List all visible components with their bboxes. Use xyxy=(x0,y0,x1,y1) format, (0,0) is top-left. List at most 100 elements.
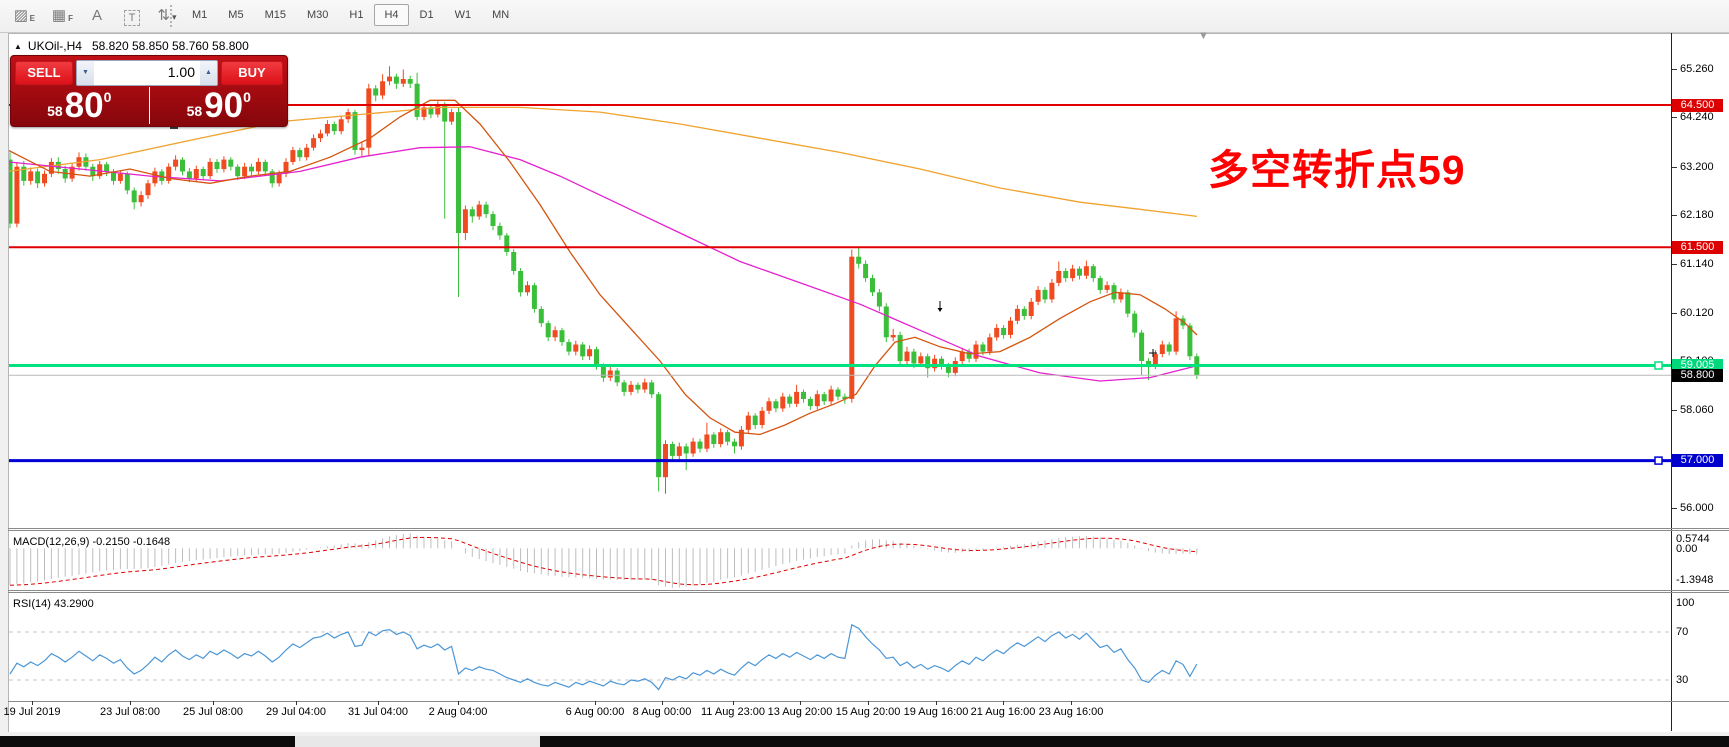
time-tick-mark xyxy=(595,701,596,705)
time-axis-label: 2 Aug 04:00 xyxy=(428,706,488,718)
chart-annotation-text[interactable]: 多空转折点59 xyxy=(1208,147,1466,193)
dropdown-caret-icon[interactable]: ▾ xyxy=(172,11,177,22)
chart-pattern-expert-icon-glyph: ▨ xyxy=(13,7,29,24)
timeframe-button-m15[interactable]: M15 xyxy=(255,4,296,26)
rsi-axis-label: 100 xyxy=(1676,597,1695,609)
sell-price-display[interactable]: 58 80 0 xyxy=(11,87,148,124)
price-badge-58.800: 58.800 xyxy=(1672,369,1723,382)
panel-separator[interactable] xyxy=(8,528,1729,529)
price-tick-label: 65.260 xyxy=(1680,63,1714,75)
timeframe-button-w1[interactable]: W1 xyxy=(445,4,482,26)
arrows-tool-icon-glyph: ⇅ xyxy=(157,6,171,24)
ma-fast-chocolate[interactable] xyxy=(9,99,1198,436)
time-tick-mark xyxy=(296,701,297,705)
time-axis-label: 23 Aug 16:00 xyxy=(1038,706,1104,718)
buy-price-pip: 0 xyxy=(243,89,251,105)
price-tick-mark xyxy=(1672,508,1677,509)
time-axis-label: 31 Jul 04:00 xyxy=(348,706,408,718)
volume-decrease-button[interactable]: ▼ xyxy=(77,60,94,85)
price-tick-mark xyxy=(1672,264,1677,265)
price-tick-mark xyxy=(1672,69,1677,70)
rsi-chart-canvas[interactable] xyxy=(9,594,1671,700)
time-axis-label: 23 Jul 08:00 xyxy=(100,706,160,718)
timeframe-button-m30[interactable]: M30 xyxy=(297,4,338,26)
time-tick-mark xyxy=(458,701,459,705)
time-tick-mark xyxy=(213,701,214,705)
trade-controls-row: SELL ▼ 1.00 ▲ BUY xyxy=(11,56,287,86)
price-tick-mark xyxy=(1672,313,1677,314)
chart-pattern-expert-icon[interactable]: ▨ E xyxy=(10,5,35,27)
grid-fibo-icon[interactable]: ▦ F xyxy=(48,5,73,27)
volume-input[interactable]: 1.00 xyxy=(94,60,200,85)
panel-separator[interactable] xyxy=(8,590,1729,591)
sell-price-pip: 0 xyxy=(103,89,112,105)
bottom-bar xyxy=(0,736,1729,747)
price-tick-label: 63.200 xyxy=(1680,161,1714,173)
timeframe-button-m1[interactable]: M1 xyxy=(182,4,217,26)
ma-mid-magenta[interactable] xyxy=(9,146,1198,382)
grid-fibo-icon-glyph: ▦ xyxy=(51,7,67,24)
ma-slow-orange[interactable] xyxy=(9,106,1198,218)
time-tick-mark xyxy=(733,701,734,705)
time-axis-label: 19 Aug 16:00 xyxy=(903,706,969,718)
timeframe-button-d1[interactable]: D1 xyxy=(410,4,444,26)
sell-button[interactable]: SELL xyxy=(15,60,73,85)
text-box-icon[interactable]: T xyxy=(124,9,140,26)
chart-shift-marker-icon[interactable]: ▼ xyxy=(1198,30,1209,42)
trade-prices-row: 58 80 0 58 90 0 xyxy=(11,87,287,124)
text-label-icon[interactable]: A xyxy=(86,5,108,27)
price-divider xyxy=(148,87,150,124)
time-axis-label: 13 Aug 20:00 xyxy=(767,706,833,718)
bottom-bar-segment xyxy=(295,736,540,747)
macd-signal-line xyxy=(9,536,1197,586)
time-tick-mark xyxy=(662,701,663,705)
price-tick-mark xyxy=(1672,117,1677,118)
timeframe-button-m5[interactable]: M5 xyxy=(218,4,253,26)
timeframe-button-mn[interactable]: MN xyxy=(482,4,519,26)
panel-separator[interactable] xyxy=(8,592,1729,593)
grid-fibo-icon-letter: F xyxy=(68,14,73,23)
buy-button[interactable]: BUY xyxy=(221,60,283,85)
time-tick-mark xyxy=(130,701,131,705)
price-tick-label: 60.120 xyxy=(1680,307,1714,319)
chart-pattern-expert-icon-letter: E xyxy=(29,14,35,23)
macd-histogram-layer xyxy=(9,533,1198,588)
time-axis-label: 15 Aug 20:00 xyxy=(835,706,901,718)
panel-separator[interactable] xyxy=(8,530,1729,531)
sell-price-main: 80 xyxy=(64,86,104,126)
sell-price-base: 58 xyxy=(47,103,63,119)
timeframe-button-h1[interactable]: H1 xyxy=(339,4,373,26)
text-box-icon-glyph: T xyxy=(128,11,136,24)
price-badge-64.500: 64.500 xyxy=(1672,99,1723,112)
timeframe-button-h4[interactable]: H4 xyxy=(374,4,409,26)
volume-increase-button[interactable]: ▲ xyxy=(200,60,217,85)
price-badge-61.500: 61.500 xyxy=(1672,241,1723,254)
macd-axis-label: 0.5744 xyxy=(1676,533,1710,545)
time-tick-mark xyxy=(378,701,379,705)
price-badge-59.005: 59.005 xyxy=(1672,359,1723,372)
arrows-tool-icon[interactable]: ⇅ ▾ xyxy=(156,5,178,28)
price-chart-canvas[interactable] xyxy=(9,36,1671,528)
line-handle[interactable] xyxy=(1654,361,1663,370)
chart-symbol: UKOil-,H4 xyxy=(27,39,82,53)
rsi-axis-label: 70 xyxy=(1676,626,1689,638)
text-label-icon-glyph: A xyxy=(91,7,102,24)
time-axis-label: 6 Aug 00:00 xyxy=(565,706,625,718)
collapse-arrow-icon[interactable]: ▲ xyxy=(14,42,22,51)
price-tick-label: 61.140 xyxy=(1680,258,1714,270)
price-badge-57.000: 57.000 xyxy=(1672,454,1723,467)
time-axis-label: 21 Aug 16:00 xyxy=(970,706,1036,718)
buy-price-display[interactable]: 58 90 0 xyxy=(151,87,288,124)
macd-chart-canvas[interactable] xyxy=(9,532,1671,590)
price-tick-mark xyxy=(1672,167,1677,168)
toolbar-grip[interactable] xyxy=(170,5,175,27)
toolbar: ▨ E ▦ F A T ⇅ ▾ M1 M5 M15 M30 H1 H4 D1 W1 MN xyxy=(0,0,1729,33)
line-handle[interactable] xyxy=(1654,456,1663,465)
price-tick-label: 58.060 xyxy=(1680,404,1714,416)
price-axis-border xyxy=(1671,33,1672,731)
time-axis-label: 25 Jul 08:00 xyxy=(183,706,243,718)
timeframe-toolbar: M1 M5 M15 M30 H1 H4 D1 W1 MN xyxy=(182,4,520,26)
chart-area[interactable] xyxy=(8,33,1729,732)
time-axis-label: 29 Jul 04:00 xyxy=(266,706,326,718)
